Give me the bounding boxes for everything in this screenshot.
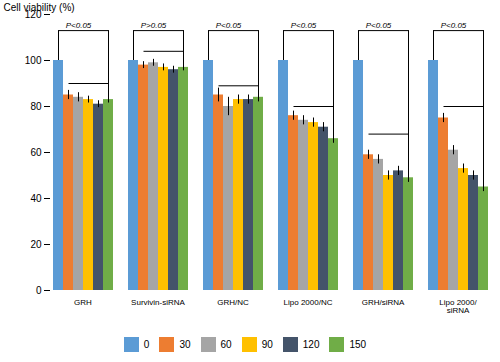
svg-text:P<0.05: P<0.05 [441, 21, 467, 30]
svg-text:Lipo 2000/NC: Lipo 2000/NC [284, 298, 333, 307]
svg-text:100: 100 [25, 55, 42, 66]
html-text:90: 90 [261, 339, 273, 350]
svg-text:Cell viability (%): Cell viability (%) [4, 2, 75, 13]
svg-text:80: 80 [30, 101, 42, 112]
html-text:0: 0 [143, 339, 150, 350]
html-text:60: 60 [220, 339, 232, 350]
svg-text:GRH/siRNA: GRH/siRNA [362, 298, 405, 307]
svg-text:P>0.05: P>0.05 [141, 21, 167, 30]
html-text:30: 30 [179, 339, 191, 350]
svg-text:GRH: GRH [74, 298, 92, 307]
html-text:150: 150 [349, 339, 367, 350]
svg-text:P<0.05: P<0.05 [66, 21, 92, 30]
svg-text:20: 20 [30, 239, 42, 250]
svg-text:GRH/NC: GRH/NC [217, 298, 249, 307]
svg-text:60: 60 [30, 147, 42, 158]
svg-text:P<0.05: P<0.05 [291, 21, 317, 30]
svg-text:120: 120 [24, 8, 42, 20]
svg-text:Survivin-siRNA: Survivin-siRNA [131, 298, 185, 307]
svg-text:40: 40 [30, 193, 42, 204]
svg-text:P<0.05: P<0.05 [366, 21, 392, 30]
svg-text:P<0.05: P<0.05 [216, 21, 242, 30]
svg-text:Lipo 2000/siRNA: Lipo 2000/siRNA [439, 298, 477, 315]
svg-text:0: 0 [36, 285, 42, 296]
html-text:120: 120 [302, 339, 320, 350]
